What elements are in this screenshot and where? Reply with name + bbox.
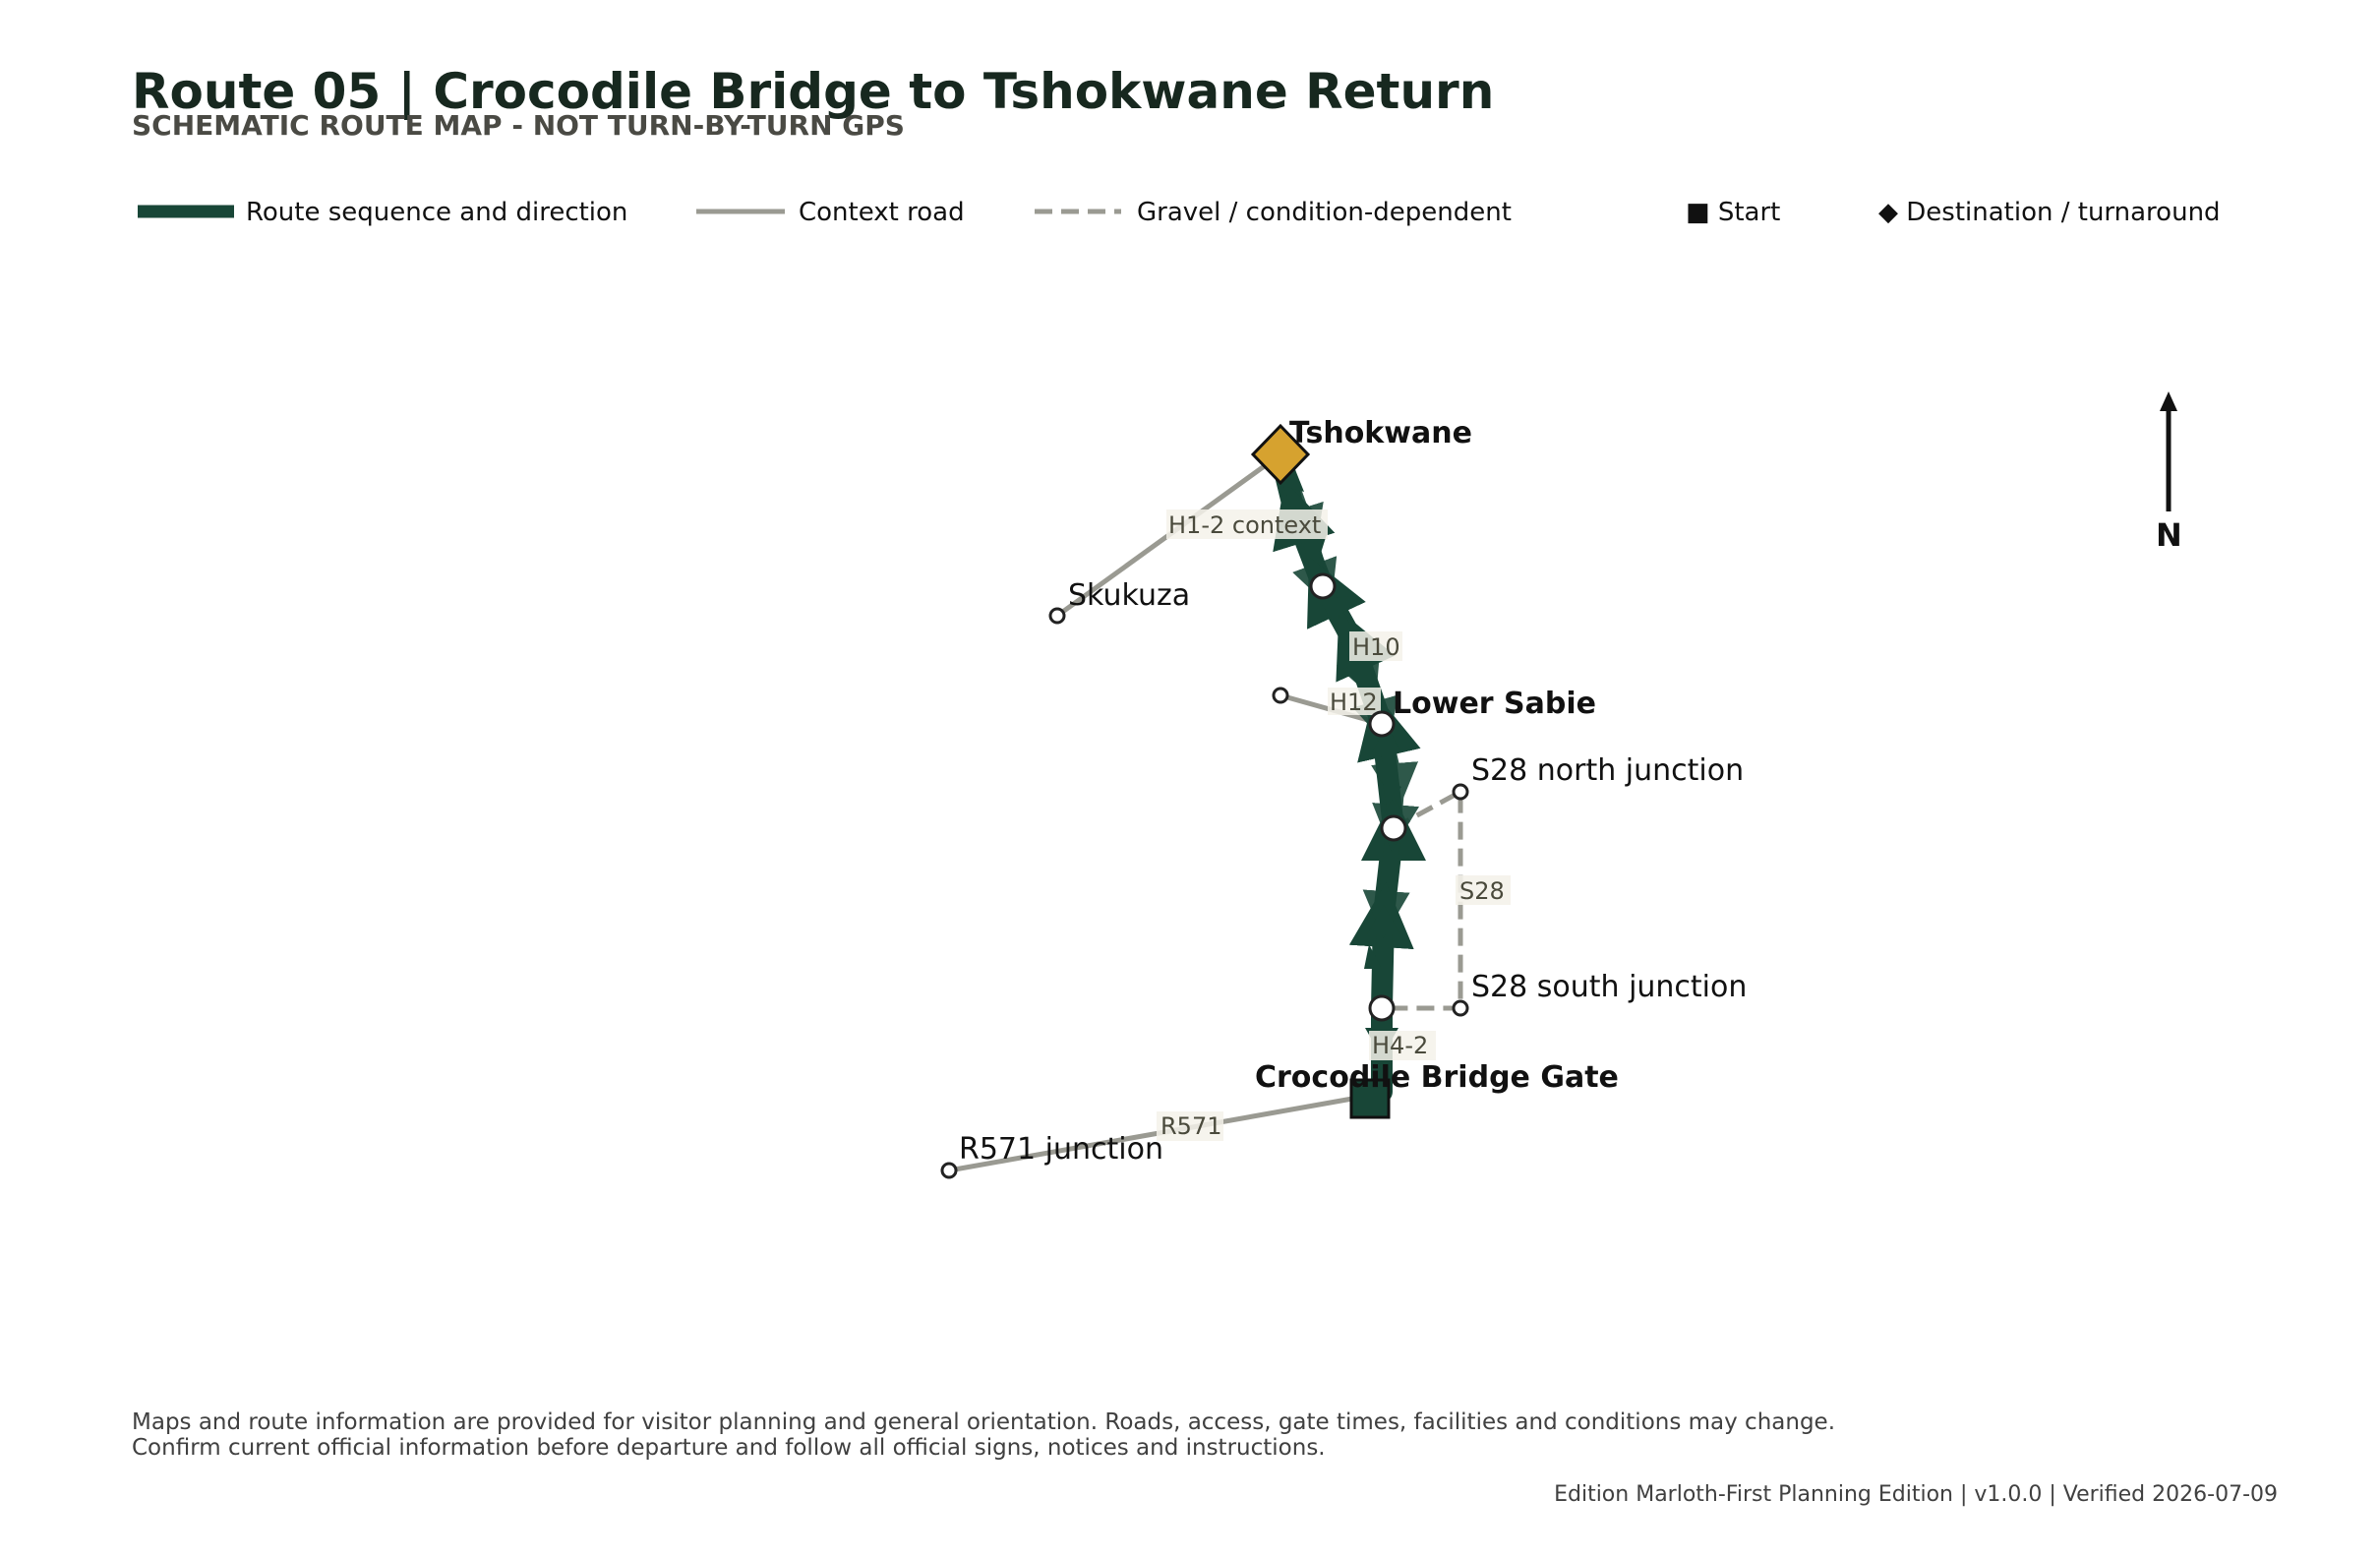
road-label-r571: R571 [1160,1112,1221,1140]
road-label-h4-2-bg [1369,1031,1436,1060]
route-arrow [1277,462,1304,492]
s28-north-route-node [1380,814,1407,842]
label-crocodile-bridge: Crocodile Bridge Gate [1255,1060,1619,1095]
road-labels: H1-2 context H10 H12 S28 H4-2 R571 [1157,509,1511,1141]
legend-destination-label: ◆ Destination / turnaround [1878,198,2221,227]
junction-nodes [940,572,1469,1179]
r571-junction-node [940,1162,958,1179]
road-label-s28: S28 [1459,877,1505,905]
label-s28-south: S28 south junction [1471,970,1747,1004]
road-label-h12-bg [1328,688,1381,715]
s28-south-node [1452,999,1469,1017]
north-arrow: N [2156,391,2182,554]
s28-north-node [1452,783,1469,801]
road-s28-gravel [1382,787,1463,1011]
s28-south-route-node [1368,994,1396,1022]
edition-info: Edition Marloth-First Planning Edition |… [1554,1482,2278,1507]
route-arrow [1364,944,1382,969]
road-label-h1-2-bg [1166,509,1328,539]
disclaimer-line-1: Maps and route information are provided … [132,1409,1835,1435]
route-arrow [1372,726,1401,752]
road-label-h4-2: H4-2 [1372,1032,1428,1059]
label-r571-junction: R571 junction [959,1132,1163,1167]
road-label-r571-bg [1157,1111,1223,1141]
legend-start-label: ■ Start [1686,198,1780,227]
legend-gravel-label: Gravel / condition-dependent [1137,198,1512,227]
label-tshokwane: Tshokwane [1289,416,1472,450]
route-arrow [1367,905,1400,934]
map-subtitle: SCHEMATIC ROUTE MAP - NOT TURN-BY-TURN G… [132,109,905,142]
route-arrow [1342,661,1372,689]
road-label-s28-bg [1456,875,1511,905]
road-label-h12: H12 [1330,689,1378,716]
disclaimer-line-2: Confirm current official information bef… [132,1435,1326,1461]
map-title: Route 05 | Crocodile Bridge to Tshokwane… [132,63,1494,120]
north-label: N [2156,516,2182,554]
start-marker [1349,1078,1391,1119]
h12-end-node [1272,687,1289,704]
lower-sabie-node [1368,710,1396,738]
label-s28-north: S28 north junction [1471,753,1744,788]
skukuza-node [1048,607,1066,625]
road-label-h10-bg [1349,631,1402,661]
legend: Route sequence and direction Context roa… [138,198,2221,227]
junction-h10-node [1309,572,1337,600]
place-labels: Tshokwane Skukuza Lower Sabie S28 north … [959,416,1747,1167]
road-label-h1-2: H1-2 context [1168,511,1321,539]
legend-route-label: Route sequence and direction [246,198,627,227]
route-arrow [1318,596,1349,622]
road-label-h10: H10 [1352,633,1400,661]
route-arrow [1382,777,1401,807]
label-skukuza: Skukuza [1068,578,1190,613]
destination-marker [1250,423,1311,486]
north-arrow-head [2160,391,2177,411]
label-lower-sabie: Lower Sabie [1393,687,1596,721]
legend-context-label: Context road [799,198,965,227]
